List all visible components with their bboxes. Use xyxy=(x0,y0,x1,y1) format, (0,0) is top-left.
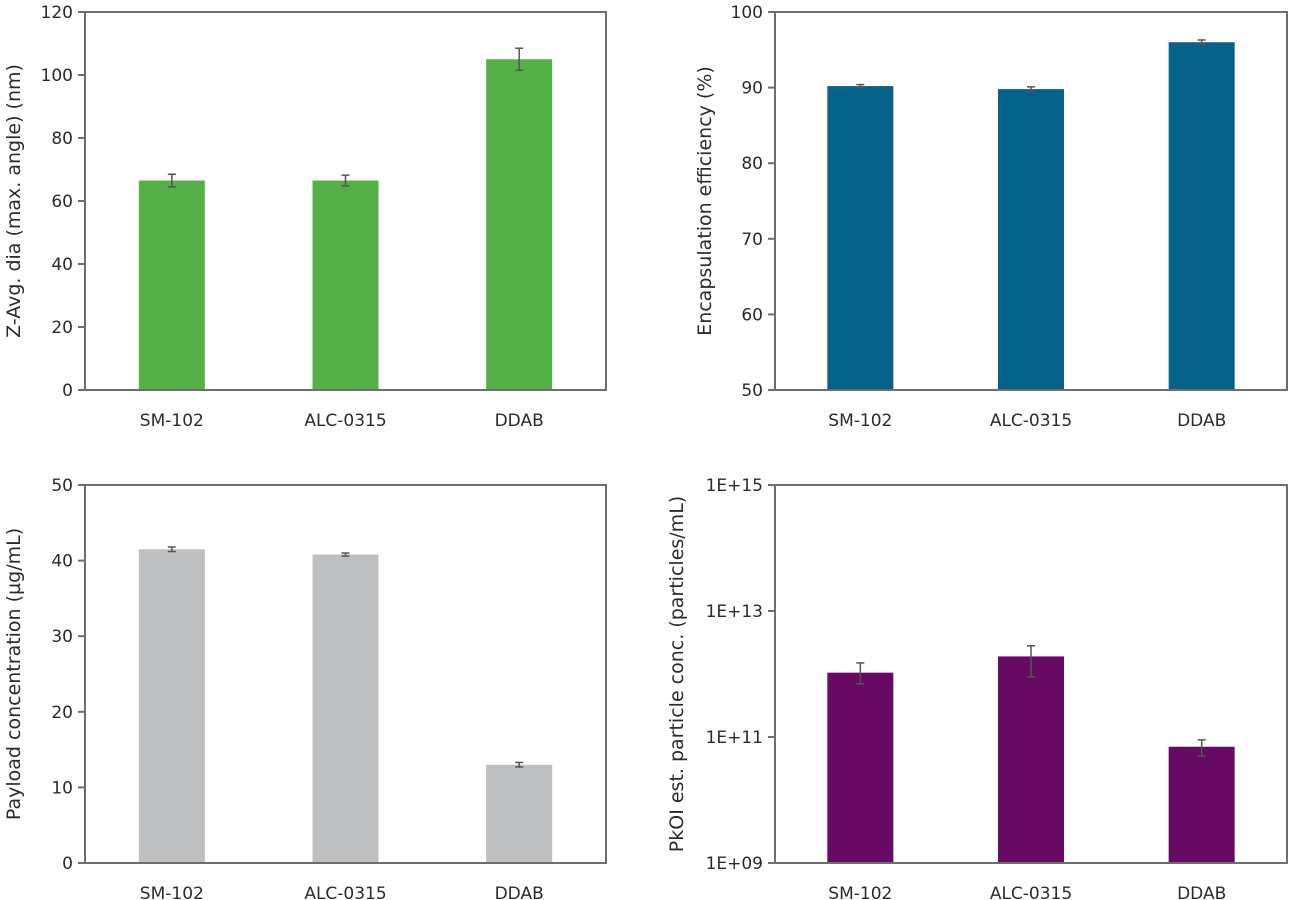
y-axis-title: PkOI est. particle conc. (particles/mL) xyxy=(666,496,688,852)
error-bar xyxy=(1027,645,1035,678)
bar-alc-0315 xyxy=(312,554,379,862)
x-category-label: SM-102 xyxy=(140,411,204,431)
x-category-label: DDAB xyxy=(495,884,544,900)
y-tick-label: 80 xyxy=(51,129,73,149)
x-category-label: ALC-0315 xyxy=(304,411,386,431)
plot-frame xyxy=(84,484,607,864)
y-tick-label: 0 xyxy=(62,854,73,874)
chart-panel-1: 0 20 40 60 80 100 120 SM-102 ALC-0315 DDAB Z-Avg. … xyxy=(3,3,607,431)
y-tick-label: 20 xyxy=(51,703,73,723)
y-tick-label: 10 xyxy=(51,778,73,798)
y-tick-label: 100 xyxy=(41,66,73,86)
error-bar xyxy=(1197,739,1206,757)
bar-sm-102 xyxy=(138,549,205,862)
y-tick-label: 100 xyxy=(731,3,763,23)
y-tick-label: 50 xyxy=(51,476,73,496)
y-tick-label: 1E+09 xyxy=(706,854,763,874)
y-tick-label: 80 xyxy=(741,154,763,174)
y-axis-title: Z-Avg. dia (max. angle) (nm) xyxy=(3,64,25,338)
bar-ddab xyxy=(486,764,553,862)
y-tick-label: 60 xyxy=(51,192,73,212)
plot-frame xyxy=(774,484,1288,864)
x-category-label: SM-102 xyxy=(828,411,892,431)
x-category-label: SM-102 xyxy=(828,884,892,900)
y-tick-label: 1E+15 xyxy=(706,476,763,496)
error-bar xyxy=(856,662,865,685)
y-tick-label: 40 xyxy=(51,255,73,275)
error-bar xyxy=(341,552,350,557)
y-tick-label: 1E+11 xyxy=(706,728,763,748)
chart-panel-3: 0 10 20 30 40 50 SM-102 ALC-0315 DDAB Payload con… xyxy=(3,476,607,900)
bar-ddab xyxy=(1168,42,1235,390)
y-tick-label: 20 xyxy=(51,318,73,338)
y-axis-title: Payload concentration (µg/mL) xyxy=(3,528,25,820)
bar-sm-102 xyxy=(827,672,894,862)
y-tick-label: 50 xyxy=(741,381,763,401)
error-bar xyxy=(167,546,176,553)
bar-sm-102 xyxy=(138,180,205,389)
x-category-label: ALC-0315 xyxy=(304,884,386,900)
y-tick-label: 60 xyxy=(741,305,763,325)
x-category-label: ALC-0315 xyxy=(990,411,1072,431)
bar-ddab xyxy=(1168,746,1235,862)
x-category-label: DDAB xyxy=(1177,411,1226,431)
error-bar xyxy=(856,83,865,89)
chart-panel-2: 50 60 70 80 90 100 SM-102 ALC-0315 DDAB Encapsula… xyxy=(694,3,1288,431)
x-category-label: DDAB xyxy=(495,411,544,431)
error-bar xyxy=(341,174,350,187)
plot-frame xyxy=(774,11,1288,391)
y-tick-label: 120 xyxy=(41,3,73,23)
x-category-label: SM-102 xyxy=(140,884,204,900)
x-category-label: DDAB xyxy=(1177,884,1226,900)
y-axis-title: Encapsulation efficiency (%) xyxy=(694,66,716,336)
y-tick-label: 30 xyxy=(51,627,73,647)
bar-alc-0315 xyxy=(998,656,1064,862)
error-bar xyxy=(515,761,524,768)
y-tick-label: 1E+13 xyxy=(706,602,763,622)
x-category-label: ALC-0315 xyxy=(990,884,1072,900)
error-bar xyxy=(1197,39,1206,46)
bar-ddab xyxy=(486,59,553,389)
bar-alc-0315 xyxy=(312,180,379,389)
y-tick-label: 40 xyxy=(51,552,73,572)
y-tick-label: 70 xyxy=(741,230,763,250)
error-bar xyxy=(515,47,524,72)
error-bar xyxy=(1027,86,1035,93)
bar-alc-0315 xyxy=(998,89,1064,389)
y-tick-label: 0 xyxy=(62,381,73,401)
y-tick-label: 90 xyxy=(741,79,763,99)
error-bar xyxy=(167,173,176,188)
chart-panel-4: 1E+09 1E+11 1E+13 1E+15 SM-102 ALC-0315 DDAB Pk… xyxy=(666,476,1288,900)
bar-sm-102 xyxy=(827,86,894,389)
